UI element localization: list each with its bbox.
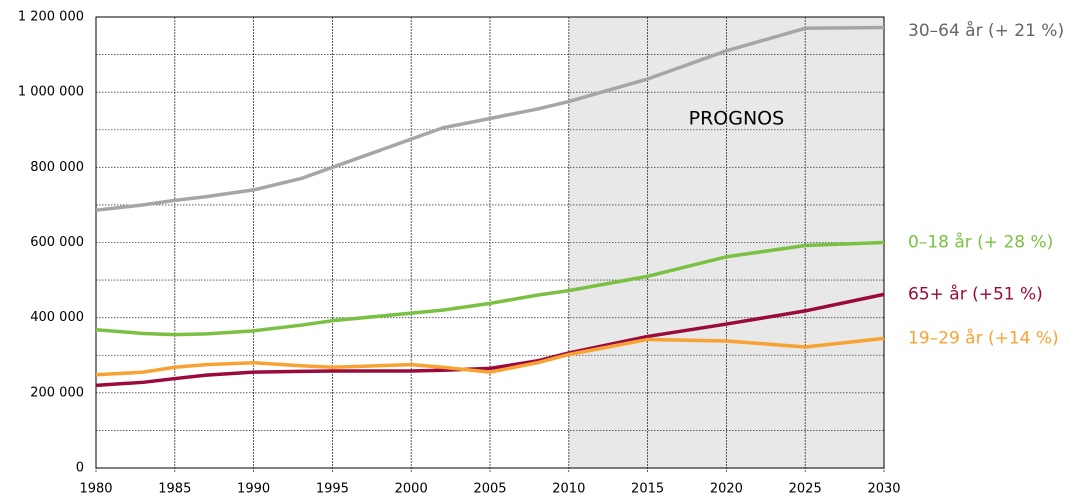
y-tick-label: 1 000 000 xyxy=(18,85,84,100)
series-label: 19–29 år (+14 %) xyxy=(908,327,1059,348)
series-line xyxy=(95,25,885,212)
series-line xyxy=(95,240,885,337)
y-tick-label: 200 000 xyxy=(30,385,84,400)
series-line xyxy=(95,292,885,388)
x-tick-label: 2005 xyxy=(473,482,506,497)
annotation: PROGNOS xyxy=(689,108,785,130)
x-tick-label: 2030 xyxy=(867,482,900,497)
x-tick-label: 1980 xyxy=(79,482,112,497)
x-tick-label: 2025 xyxy=(789,482,822,497)
x-tick-label: 1985 xyxy=(158,482,191,497)
x-tick-label: 1995 xyxy=(316,482,349,497)
x-tick-label: 2000 xyxy=(395,482,428,497)
x-tick-label: 2015 xyxy=(631,482,664,497)
series-label: 65+ år (+51 %) xyxy=(908,283,1043,304)
series-label: 0–18 år (+ 28 %) xyxy=(908,232,1053,253)
series-line xyxy=(95,336,885,377)
x-tick-label: 2010 xyxy=(552,482,585,497)
x-tick-label: 1990 xyxy=(237,482,270,497)
y-tick-label: 0 xyxy=(76,461,84,476)
y-tick-label: 800 000 xyxy=(30,160,84,175)
y-tick-label: 1 200 000 xyxy=(18,10,84,25)
y-tick-label: 400 000 xyxy=(30,310,84,325)
series-label: 30–64 år (+ 21 %) xyxy=(908,20,1064,41)
y-tick-label: 600 000 xyxy=(30,235,84,250)
x-tick-label: 2020 xyxy=(710,482,743,497)
